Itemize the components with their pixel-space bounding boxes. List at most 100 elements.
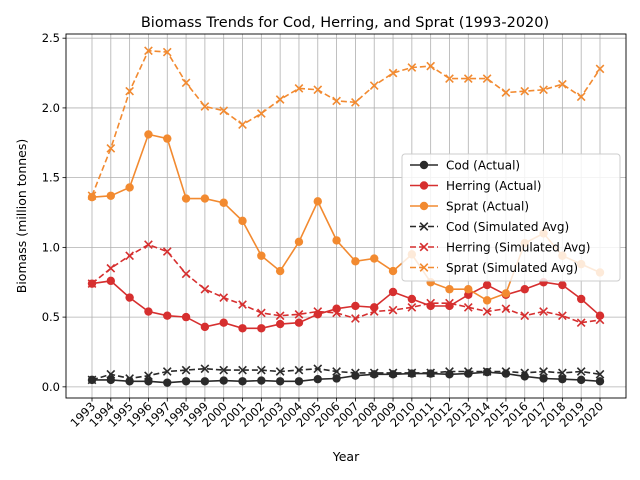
data-point-sprat-simulated-avg bbox=[520, 86, 530, 96]
data-point-cod-simulated-avg bbox=[407, 368, 417, 378]
data-point-herring-simulated-avg bbox=[576, 318, 586, 328]
data-point-herring-actual bbox=[426, 301, 435, 311]
data-point-cod-simulated-avg bbox=[595, 369, 605, 379]
data-point-herring-actual bbox=[576, 294, 586, 304]
legend-marker-herring-actual bbox=[419, 181, 429, 190]
data-point-herring-simulated-avg bbox=[539, 307, 548, 316]
data-point-cod-simulated-avg bbox=[125, 374, 134, 383]
data-point-herring-actual bbox=[181, 312, 191, 322]
data-point-sprat-simulated-avg bbox=[576, 92, 586, 102]
data-point-sprat-actual bbox=[501, 289, 511, 298]
data-point-cod-actual bbox=[163, 378, 172, 387]
data-point-herring-simulated-avg bbox=[275, 311, 285, 321]
legend-label: Cod (Actual) bbox=[446, 159, 520, 173]
data-point-cod-simulated-avg bbox=[482, 367, 492, 376]
data-point-cod-actual bbox=[219, 376, 228, 385]
data-point-sprat-simulated-avg bbox=[313, 85, 323, 95]
data-point-cod-simulated-avg bbox=[520, 368, 530, 378]
data-point-cod-simulated-avg bbox=[369, 368, 379, 378]
data-point-herring-actual bbox=[332, 304, 341, 313]
data-point-sprat-actual bbox=[313, 197, 322, 206]
data-point-cod-simulated-avg bbox=[332, 367, 341, 376]
data-point-herring-simulated-avg bbox=[351, 314, 360, 323]
data-point-herring-simulated-avg bbox=[294, 309, 304, 319]
data-point-sprat-simulated-avg bbox=[106, 143, 116, 153]
data-point-sprat-actual bbox=[106, 191, 116, 200]
data-point-herring-simulated-avg bbox=[482, 307, 492, 316]
legend-label: Cod (Simulated Avg) bbox=[446, 220, 569, 234]
data-point-cod-simulated-avg bbox=[144, 371, 153, 381]
data-point-cod-simulated-avg bbox=[162, 367, 172, 376]
data-point-herring-simulated-avg bbox=[313, 307, 323, 316]
data-point-cod-actual bbox=[181, 377, 191, 386]
data-point-sprat-simulated-avg bbox=[539, 85, 548, 95]
legend-marker-herring-simulated-avg bbox=[419, 242, 429, 252]
data-point-sprat-simulated-avg bbox=[501, 88, 511, 97]
data-point-herring-simulated-avg bbox=[520, 311, 530, 321]
data-point-herring-actual bbox=[238, 324, 247, 333]
data-point-sprat-actual bbox=[87, 192, 97, 202]
legend: Cod (Actual) Herring (Actual) Sprat (Actua… bbox=[401, 153, 621, 282]
data-point-cod-actual bbox=[144, 377, 153, 386]
data-point-herring-simulated-avg bbox=[219, 293, 229, 302]
data-point-herring-simulated-avg bbox=[426, 298, 436, 308]
series-line-cod-actual bbox=[92, 371, 601, 384]
data-point-herring-simulated-avg bbox=[463, 302, 473, 312]
data-point-herring-actual bbox=[482, 280, 492, 290]
data-point-sprat-simulated-avg bbox=[219, 106, 229, 116]
data-point-herring-simulated-avg bbox=[501, 304, 511, 314]
data-point-herring-simulated-avg bbox=[407, 302, 417, 312]
legend-label: Herring (Actual) bbox=[446, 179, 541, 193]
data-point-herring-actual bbox=[313, 310, 322, 319]
data-point-cod-actual bbox=[464, 369, 473, 378]
data-point-cod-simulated-avg bbox=[87, 375, 97, 385]
legend-marker-sprat-actual bbox=[419, 201, 429, 211]
data-point-cod-simulated-avg bbox=[388, 368, 398, 378]
data-point-sprat-actual bbox=[464, 285, 473, 294]
data-point-sprat-actual bbox=[200, 194, 210, 203]
data-point-herring-actual bbox=[407, 294, 417, 304]
y-axis-label: Biomass (million tonnes) bbox=[14, 139, 29, 294]
data-point-cod-simulated-avg bbox=[539, 367, 548, 376]
data-point-cod-actual bbox=[501, 369, 511, 378]
data-point-herring-simulated-avg bbox=[200, 284, 210, 294]
data-point-herring-simulated-avg bbox=[144, 240, 153, 249]
data-point-cod-actual bbox=[576, 375, 586, 385]
data-point-cod-actual bbox=[313, 374, 322, 384]
series-line-herring-actual bbox=[91, 280, 601, 330]
data-point-cod-actual bbox=[595, 377, 605, 386]
data-point-sprat-simulated-avg bbox=[87, 191, 97, 201]
data-point-cod-actual bbox=[539, 374, 548, 383]
data-point-herring-actual bbox=[388, 287, 398, 297]
data-point-herring-actual bbox=[219, 318, 228, 327]
data-point-cod-actual bbox=[351, 371, 360, 380]
data-point-sprat-simulated-avg bbox=[426, 61, 436, 71]
data-point-sprat-simulated-avg bbox=[162, 47, 172, 57]
data-point-herring-actual bbox=[257, 324, 266, 333]
data-point-herring-simulated-avg bbox=[595, 315, 605, 325]
data-point-herring-actual bbox=[163, 311, 172, 320]
data-point-herring-simulated-avg bbox=[369, 307, 379, 316]
data-point-sprat-simulated-avg bbox=[238, 120, 247, 130]
data-point-herring-actual bbox=[275, 319, 285, 329]
data-point-cod-actual bbox=[106, 375, 116, 385]
data-point-herring-actual bbox=[595, 311, 605, 320]
data-point-cod-simulated-avg bbox=[275, 367, 285, 376]
data-point-herring-simulated-avg bbox=[162, 247, 172, 256]
data-point-sprat-simulated-avg bbox=[200, 102, 210, 111]
series-lines bbox=[91, 49, 601, 384]
data-point-cod-actual bbox=[388, 370, 398, 379]
data-point-herring-simulated-avg bbox=[332, 308, 341, 318]
data-point-herring-actual bbox=[200, 322, 210, 332]
data-point-herring-actual bbox=[370, 303, 379, 312]
data-point-sprat-actual bbox=[257, 251, 266, 260]
data-point-cod-actual bbox=[370, 370, 379, 379]
y-tick-label: 0.5 bbox=[42, 310, 60, 324]
data-point-cod-simulated-avg bbox=[294, 365, 304, 375]
data-point-cod-simulated-avg bbox=[256, 365, 266, 375]
data-point-sprat-simulated-avg bbox=[407, 63, 417, 72]
chart-title: Biomass Trends for Cod, Herring, and Spr… bbox=[141, 15, 549, 31]
data-point-herring-actual bbox=[144, 307, 153, 316]
y-tick-label: 1.0 bbox=[42, 240, 60, 254]
